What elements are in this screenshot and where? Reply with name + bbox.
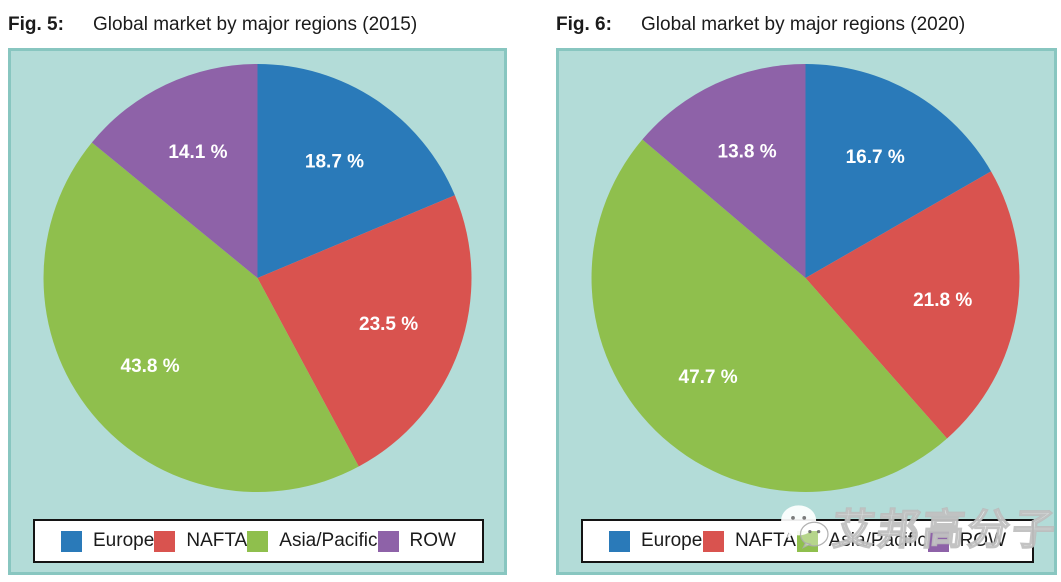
legend-swatch-asia-pacific — [796, 530, 818, 552]
legend-item-nafta: NAFTA — [154, 530, 247, 552]
slice-value-label-row: 14.1 % — [168, 142, 227, 163]
slice-value-label-asia-pacific: 43.8 % — [121, 356, 180, 377]
pie-slice-row — [91, 64, 258, 278]
slice-value-label-europe: 16.7 % — [846, 147, 905, 168]
chart-panel-2015: 18.7 % 23.5 % 43.8 % 14.1 % Europe NAFTA Asia… — [8, 48, 507, 575]
legend-item-row: ROW — [377, 530, 456, 552]
pie-chart-2015: 18.7 % 23.5 % 43.8 % 14.1 % — [43, 64, 472, 492]
pie-slice-nafta — [257, 195, 472, 467]
legend-item-europe: Europe — [609, 530, 702, 552]
legend-item-nafta: NAFTA — [703, 530, 796, 552]
pie-slice-nafta — [805, 171, 1020, 439]
figure-6-number: Fig. 6: — [556, 14, 612, 35]
legend-item-row: ROW — [927, 530, 1006, 552]
pie-slice-asia-pacific — [43, 142, 359, 492]
legend-label-asia-pacific: Asia/Pacific — [279, 530, 378, 551]
legend-swatch-asia-pacific — [247, 530, 269, 552]
legend-label-europe: Europe — [641, 530, 703, 551]
legend-label-europe: Europe — [93, 530, 155, 551]
legend-item-asia-pacific: Asia/Pacific — [796, 530, 927, 552]
legend-label-nafta: NAFTA — [186, 530, 248, 551]
figure-5-caption: Global market by major regions (2015) — [93, 14, 418, 35]
slice-value-label-row: 13.8 % — [718, 141, 777, 162]
pie-slice-europe — [257, 64, 455, 278]
legend-swatch-row — [927, 530, 949, 552]
figure-5-number: Fig. 5: — [8, 14, 64, 35]
pie-slice-row — [642, 64, 806, 278]
legend-item-europe: Europe — [61, 530, 154, 552]
legend-label-row: ROW — [409, 530, 456, 551]
slice-value-label-nafta: 21.8 % — [913, 290, 972, 311]
legend-label-nafta: NAFTA — [735, 530, 796, 551]
legend-swatch-row — [377, 530, 399, 552]
figure-6-caption: Global market by major regions (2020) — [641, 14, 966, 35]
pie-slice-europe — [805, 64, 992, 278]
legend-label-row: ROW — [959, 530, 1006, 551]
legend-swatch-europe — [609, 530, 630, 552]
figure-5-title: Fig. 5: Global market by major regions (… — [8, 10, 507, 40]
slice-value-label-asia-pacific: 47.7 % — [679, 367, 738, 388]
pie-slice-asia-pacific — [591, 139, 948, 492]
legend-swatch-nafta — [154, 530, 176, 552]
pie-chart-2020: 16.7 % 21.8 % 47.7 % 13.8 % — [591, 64, 1020, 492]
chart-panel-2020: 16.7 % 21.8 % 47.7 % 13.8 % Europe NAFTA Asia… — [556, 48, 1057, 575]
figure-6-title: Fig. 6: Global market by major regions (… — [556, 10, 1057, 40]
legend-item-asia-pacific: Asia/Pacific — [247, 530, 377, 552]
legend-2020: Europe NAFTA Asia/Pacific ROW — [581, 519, 1034, 563]
slice-value-label-europe: 18.7 % — [305, 152, 364, 173]
legend-2015: Europe NAFTA Asia/Pacific ROW — [33, 519, 484, 563]
legend-swatch-europe — [61, 530, 82, 552]
slice-value-label-nafta: 23.5 % — [359, 314, 418, 335]
legend-swatch-nafta — [703, 530, 725, 552]
legend-label-asia-pacific: Asia/Pacific — [828, 530, 927, 551]
